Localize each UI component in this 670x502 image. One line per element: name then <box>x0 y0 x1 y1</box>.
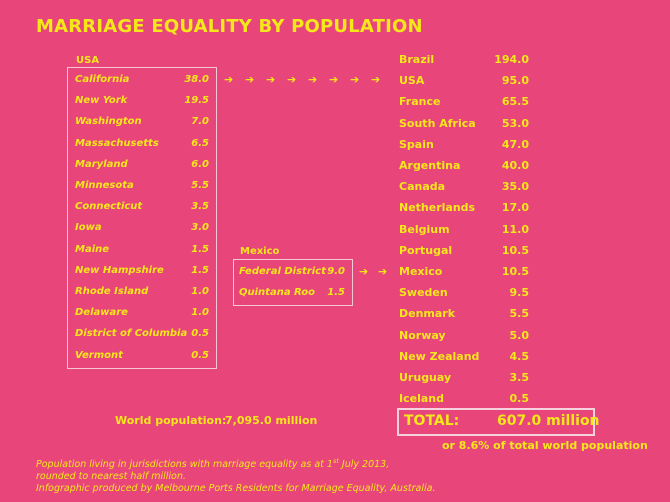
country-value: 9.5 <box>509 286 530 300</box>
country-name: Uruguay <box>399 371 452 384</box>
usa-state-value: 1.0 <box>191 307 209 319</box>
usa-state-name: Delaware <box>75 307 128 319</box>
usa-state-name: New Hampshire <box>75 264 164 276</box>
total-label: TOTAL: <box>404 413 460 429</box>
country-value: 4.5 <box>509 349 530 363</box>
footnote-line-2: rounded to nearest half million. <box>36 471 186 483</box>
usa-state-name: California <box>75 74 130 85</box>
usa-state-value: 7.0 <box>191 116 209 128</box>
usa-state-name: Massachusetts <box>75 137 159 149</box>
country-name: Argentina <box>399 159 461 172</box>
country-name: Mexico <box>399 265 443 278</box>
footnote-line-3: Infographic produced by Melbourne Ports … <box>36 483 436 495</box>
country-value: 10.5 <box>501 243 529 257</box>
mexico-states-box <box>233 259 353 306</box>
country-name: Belgium <box>399 222 450 236</box>
country-value: 3.5 <box>509 371 530 384</box>
country-value: 65.5 <box>501 95 529 109</box>
arrow-icon: ➔ <box>287 73 297 86</box>
country-name: Sweden <box>399 286 448 300</box>
footnote-superscript: st <box>332 457 339 465</box>
country-name: Brazil <box>399 53 435 66</box>
usa-state-value: 3.5 <box>191 201 209 213</box>
country-name: Denmark <box>399 307 456 321</box>
country-value: 40.0 <box>501 159 529 172</box>
country-value: 35.0 <box>501 180 529 194</box>
total-box <box>397 408 595 436</box>
country-value: 53.0 <box>501 116 529 130</box>
arrow-icon: ➔ <box>266 73 276 86</box>
country-value: 95.0 <box>501 74 529 88</box>
usa-states-box <box>67 67 217 369</box>
usa-state-value: 0.5 <box>191 328 209 340</box>
page-title: MARRIAGE EQUALITY BY POPULATION <box>36 16 423 37</box>
arrow-icon: ➔ <box>329 73 339 86</box>
country-name: Spain <box>399 137 434 151</box>
country-value: 5.5 <box>509 307 530 321</box>
country-value: 5.0 <box>509 328 530 342</box>
world-population-label: World population: <box>115 414 227 427</box>
country-name: France <box>399 95 441 109</box>
country-value: 47.0 <box>501 137 529 151</box>
country-name: New Zealand <box>399 349 480 363</box>
country-value: 0.5 <box>509 392 530 406</box>
country-name: Portugal <box>399 243 453 257</box>
usa-state-value: 1.0 <box>191 286 209 297</box>
usa-group-label: USA <box>76 55 100 66</box>
usa-state-value: 3.0 <box>191 222 209 234</box>
usa-state-name: District of Columbia <box>75 328 188 340</box>
mexico-state-name: Quintana Roo <box>239 287 315 299</box>
mexico-state-value: 9.0 <box>327 266 345 277</box>
usa-state-value: 6.0 <box>191 158 209 170</box>
usa-state-value: 38.0 <box>184 74 209 85</box>
footnote-line-1: Population living in jurisdictions with … <box>36 457 390 471</box>
usa-state-value: 0.5 <box>191 349 209 361</box>
country-name: Netherlands <box>399 201 476 215</box>
country-name: Canada <box>399 180 446 194</box>
country-value: 10.5 <box>501 265 529 278</box>
total-value: 607.0 million <box>497 413 600 429</box>
country-name: USA <box>399 74 425 88</box>
country-name: Norway <box>399 328 446 342</box>
usa-state-name: Maine <box>75 243 110 255</box>
world-population-value: 7,095.0 million <box>225 414 318 427</box>
arrow-icon: ➔ <box>350 73 360 86</box>
mexico-state-value: 1.5 <box>327 287 345 299</box>
mexico-state-name: Federal District <box>239 266 326 277</box>
footnote: Population living in jurisdictions with … <box>36 455 435 495</box>
usa-state-value: 6.5 <box>191 137 209 149</box>
arrow-icon: ➔ <box>359 265 369 278</box>
country-value: 17.0 <box>501 201 529 215</box>
usa-state-value: 5.5 <box>191 180 209 191</box>
country-value: 194.0 <box>494 53 529 66</box>
country-value: 11.0 <box>501 222 529 236</box>
country-name: Iceland <box>399 392 444 406</box>
arrow-icon: ➔ <box>371 73 381 86</box>
usa-state-name: Maryland <box>75 158 128 170</box>
usa-state-value: 1.5 <box>191 243 209 255</box>
arrow-icon: ➔ <box>308 73 318 86</box>
usa-state-name: Vermont <box>75 349 123 361</box>
usa-state-name: New York <box>75 95 128 107</box>
country-name: South Africa <box>399 116 476 130</box>
percent-note: or 8.6% of total world population <box>442 439 648 452</box>
mexico-group-label: Mexico <box>240 246 280 257</box>
usa-state-value: 19.5 <box>184 95 209 107</box>
arrow-icon: ➔ <box>378 265 388 278</box>
usa-state-name: Rhode Island <box>75 286 149 297</box>
usa-state-name: Washington <box>75 116 142 128</box>
arrow-icon: ➔ <box>245 73 255 86</box>
usa-state-name: Connecticut <box>75 201 143 213</box>
usa-state-value: 1.5 <box>191 264 209 276</box>
usa-state-name: Iowa <box>75 222 102 234</box>
arrow-icon: ➔ <box>224 73 234 86</box>
usa-state-name: Minnesota <box>75 180 134 191</box>
